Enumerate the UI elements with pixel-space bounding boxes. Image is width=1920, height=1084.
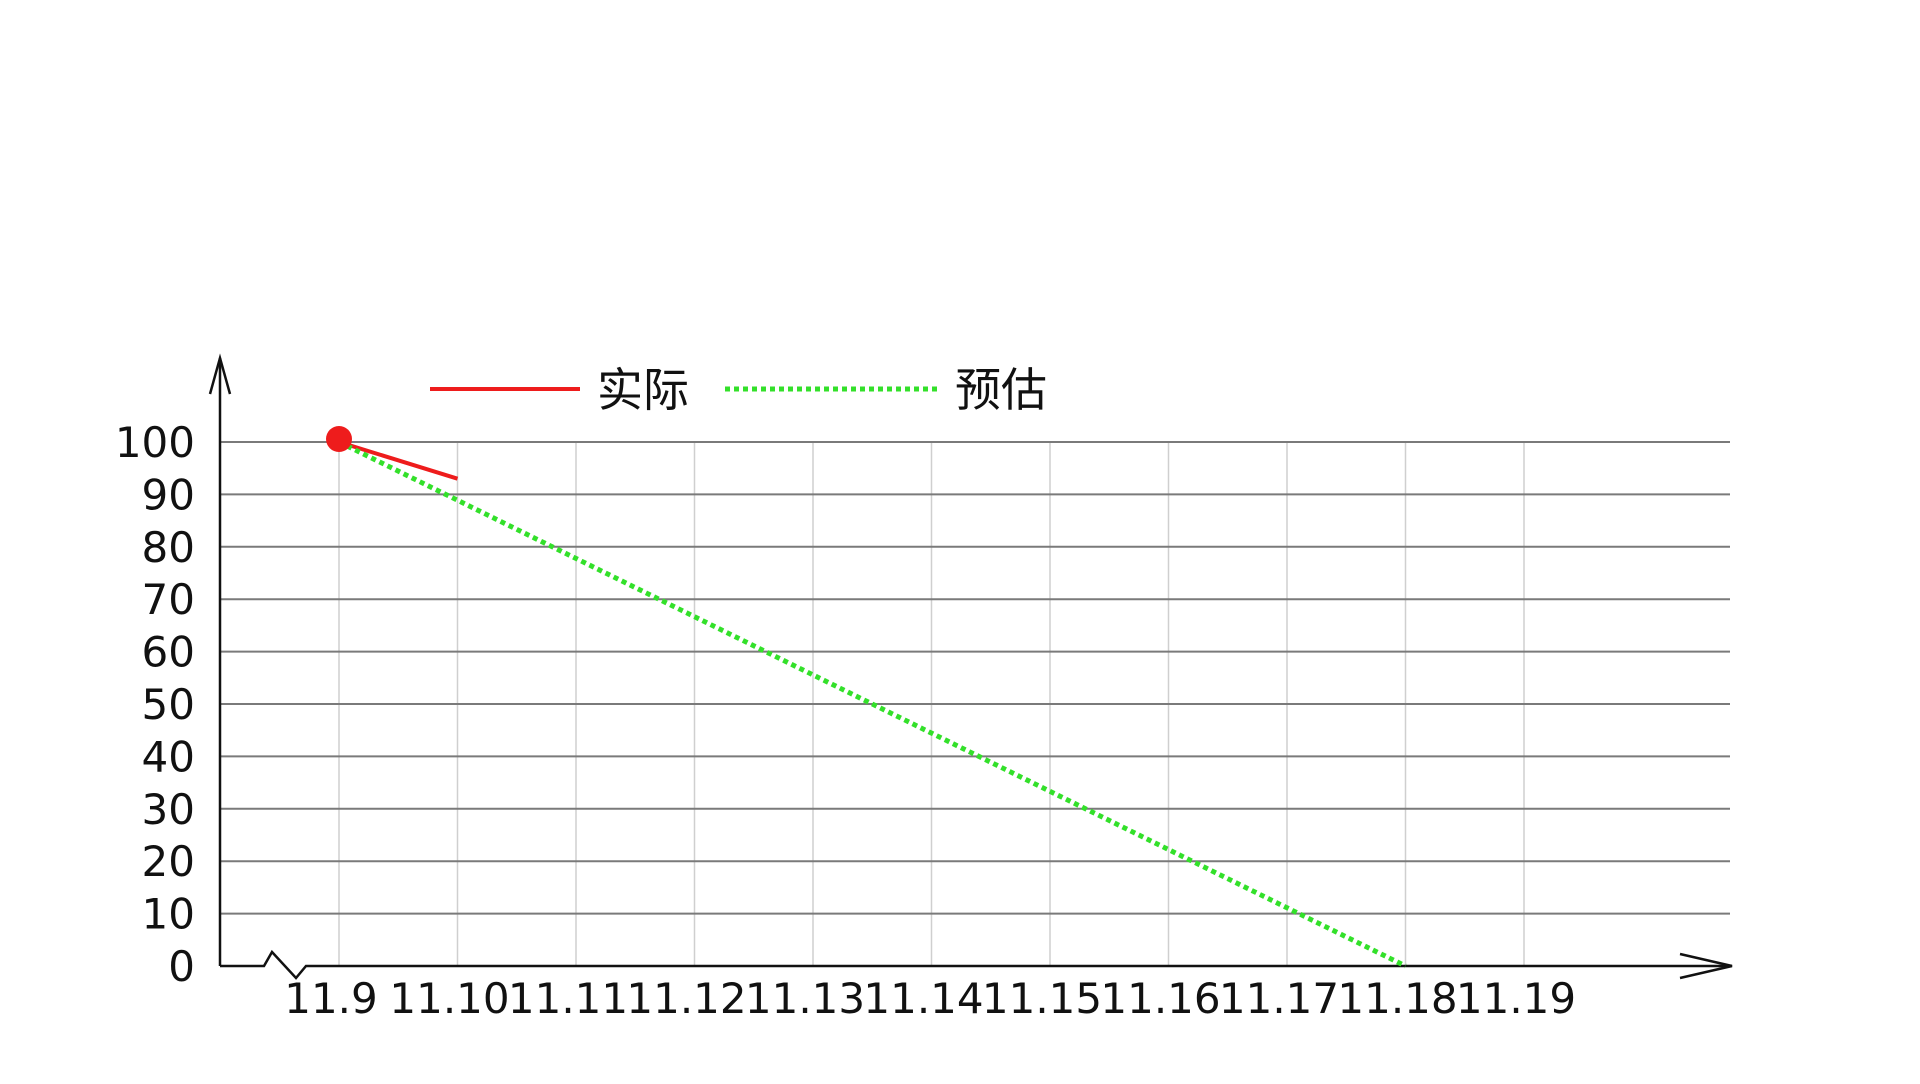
x-tick-label: 11.9 <box>284 974 378 1023</box>
axis-layer <box>208 353 1733 980</box>
legend-label-1: 实际 <box>597 363 689 417</box>
x-axis-line <box>220 949 1732 980</box>
series-layer <box>326 426 1407 969</box>
grid-layer <box>220 441 1730 966</box>
x-tick-label: 11.11 <box>508 974 628 1023</box>
series-line-2 <box>337 439 1407 969</box>
x-tick-label: 11.17 <box>1219 974 1339 1023</box>
y-tick-label: 30 <box>142 785 195 834</box>
x-tick-label: 11.12 <box>626 974 746 1023</box>
y-tick-label: 60 <box>142 628 195 677</box>
x-tick-label: 11.19 <box>1456 974 1576 1023</box>
y-tick-label: 90 <box>142 470 195 519</box>
legend: 实际 预估 <box>430 363 1047 417</box>
y-tick-label: 40 <box>142 732 195 781</box>
y-tick-label: 70 <box>142 575 195 624</box>
x-tick-label: 11.13 <box>745 974 865 1023</box>
series-line-1 <box>338 440 459 481</box>
y-tick-label: 20 <box>142 837 195 886</box>
x-tick-label: 11.15 <box>982 974 1102 1023</box>
y-tick-label: 100 <box>115 418 195 467</box>
x-tick-label: 11.18 <box>1337 974 1457 1023</box>
x-tick-label: 11.14 <box>863 974 983 1023</box>
y-tick-label: 80 <box>142 523 195 572</box>
y-tick-label: 10 <box>142 890 195 939</box>
x-axis-arrow-icon <box>1679 952 1733 980</box>
legend-label-2: 预估 <box>955 363 1047 417</box>
y-tick-label: 50 <box>142 680 195 729</box>
x-tick-label: 11.16 <box>1100 974 1220 1023</box>
y-axis-arrow-icon <box>208 353 232 395</box>
start-point-marker <box>326 426 352 452</box>
y-tick-label: 0 <box>168 942 195 991</box>
x-tick-label: 11.10 <box>389 974 509 1023</box>
